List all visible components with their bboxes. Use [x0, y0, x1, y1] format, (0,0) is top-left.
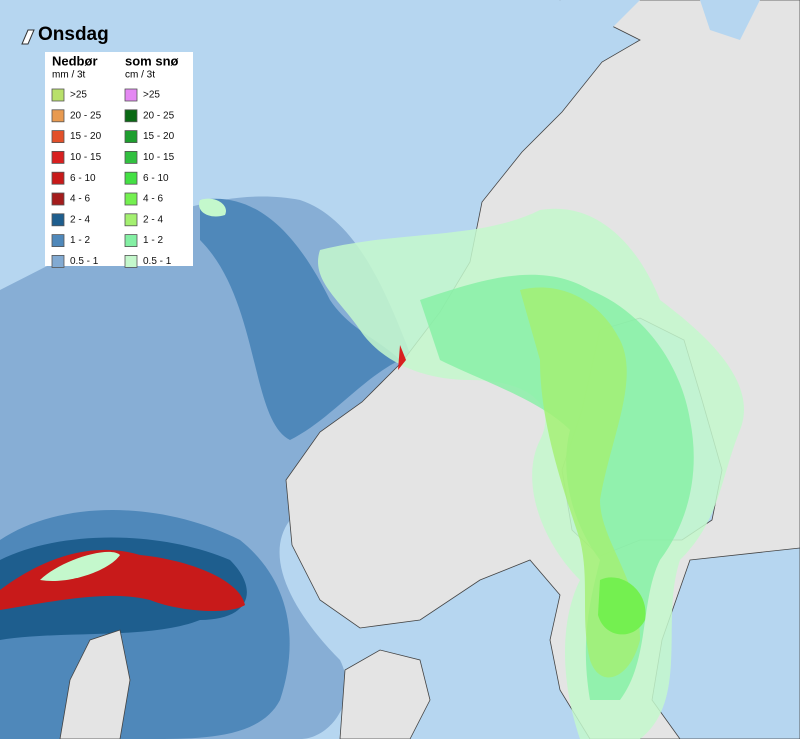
sea	[560, 0, 760, 40]
legend-label: 10 - 15	[70, 152, 102, 163]
legend-swatch	[51, 171, 65, 185]
legend-label: 10 - 15	[143, 152, 175, 163]
legend-label: 2 - 4	[143, 214, 163, 225]
legend-label: 20 - 25	[143, 110, 175, 121]
snow-area	[598, 577, 646, 635]
legend-heading: Nedbør	[52, 53, 98, 68]
legend-label: 0.5 - 1	[143, 256, 172, 267]
legend-label: >25	[70, 90, 87, 101]
legend-swatch	[51, 88, 65, 102]
legend-swatch	[124, 192, 138, 206]
rain-area	[0, 549, 245, 612]
legend-label: 0.5 - 1	[70, 256, 99, 267]
legend-label: 4 - 6	[70, 194, 90, 205]
legend-label: >25	[143, 90, 160, 101]
legend-label: 20 - 25	[70, 110, 102, 121]
legend-swatch	[124, 88, 138, 102]
land	[339, 649, 431, 739]
icon	[21, 29, 35, 45]
legend-swatch	[51, 130, 65, 144]
legend-swatch	[51, 234, 65, 248]
legend-label: 15 - 20	[70, 131, 102, 142]
land	[59, 629, 131, 739]
legend-unit: cm / 3t	[125, 70, 155, 81]
rain-area	[398, 345, 406, 370]
legend-label: 4 - 6	[143, 194, 163, 205]
legend-swatch	[51, 150, 65, 164]
legend-label: 15 - 20	[143, 131, 175, 142]
legend-swatch	[124, 234, 138, 248]
legend-swatch	[124, 130, 138, 144]
snow-area	[40, 551, 120, 581]
legend-swatch	[124, 150, 138, 164]
legend-heading: som snø	[125, 53, 179, 68]
legend-swatch	[124, 213, 138, 227]
legend-swatch	[51, 192, 65, 206]
legend-swatch	[51, 109, 65, 123]
legend-label: 2 - 4	[70, 214, 90, 225]
legend-unit: mm / 3t	[52, 70, 86, 81]
legend-swatch	[124, 109, 138, 123]
legend-label: 1 - 2	[70, 235, 90, 246]
legend-swatch	[124, 171, 138, 185]
legend-label: 1 - 2	[143, 235, 163, 246]
legend-swatch	[124, 254, 138, 268]
legend-swatch	[51, 213, 65, 227]
legend-label: 6 - 10	[143, 173, 169, 184]
legend-swatch	[51, 254, 65, 268]
rain-area	[200, 198, 400, 440]
legend: Nedbør mm / 3t som snø cm / 3t >25 20 - 2…	[45, 52, 193, 268]
snow-area	[199, 198, 226, 217]
title: Onsdag	[38, 24, 109, 45]
legend-box	[45, 52, 193, 266]
legend-label: 6 - 10	[70, 173, 96, 184]
